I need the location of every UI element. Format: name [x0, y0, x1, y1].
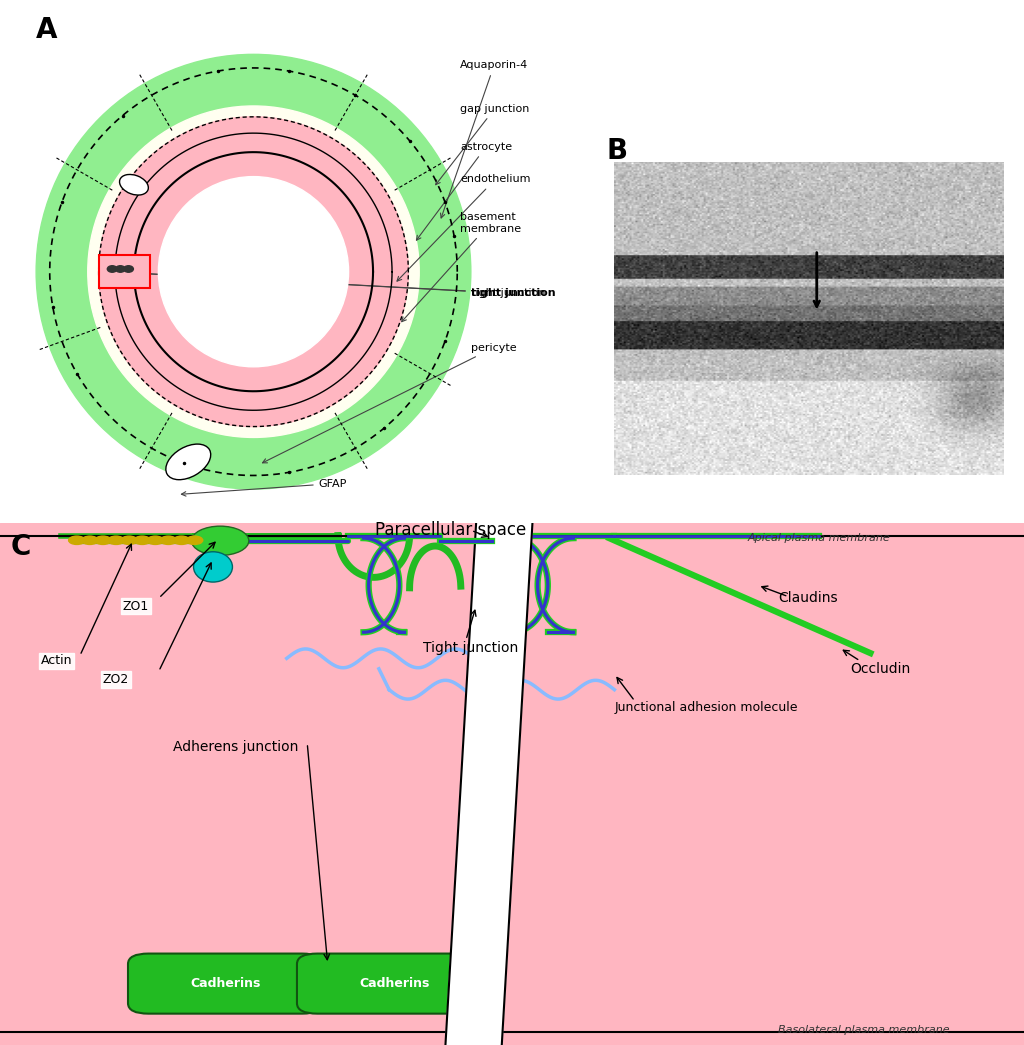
Text: Adherens junction: Adherens junction: [173, 740, 298, 754]
Ellipse shape: [120, 175, 148, 195]
Text: Cadherins: Cadherins: [190, 977, 260, 990]
Ellipse shape: [108, 265, 117, 273]
Circle shape: [134, 536, 151, 544]
Text: Actin: Actin: [41, 654, 73, 668]
Ellipse shape: [194, 552, 232, 582]
Ellipse shape: [166, 444, 211, 480]
Text: Claudins: Claudins: [778, 591, 838, 605]
Text: endothelium: endothelium: [397, 175, 530, 281]
Circle shape: [95, 536, 112, 544]
Circle shape: [160, 536, 176, 544]
Text: Paracellular space: Paracellular space: [375, 521, 526, 539]
Circle shape: [159, 177, 348, 367]
Text: ZO2: ZO2: [102, 673, 129, 686]
Text: tight junction: tight junction: [114, 270, 555, 299]
Text: pericyte: pericyte: [262, 343, 516, 463]
Text: Aquaporin-4: Aquaporin-4: [440, 61, 528, 218]
Text: basement
membrane: basement membrane: [401, 212, 521, 322]
Text: Cadherins: Cadherins: [359, 977, 429, 990]
Ellipse shape: [124, 265, 133, 273]
FancyBboxPatch shape: [297, 953, 492, 1014]
Circle shape: [108, 536, 124, 544]
Text: gap junction: gap junction: [435, 103, 529, 185]
Text: astrocyte: astrocyte: [417, 142, 512, 240]
Text: Apical plasma membrane: Apical plasma membrane: [748, 533, 890, 543]
Ellipse shape: [116, 265, 125, 273]
Circle shape: [98, 117, 409, 426]
Text: A: A: [36, 17, 57, 44]
Polygon shape: [445, 522, 532, 1045]
Text: Basolateral plasma membrane: Basolateral plasma membrane: [778, 1025, 950, 1036]
Circle shape: [121, 536, 137, 544]
Circle shape: [69, 536, 85, 544]
Circle shape: [191, 527, 249, 556]
Text: Occludin: Occludin: [850, 661, 910, 676]
Text: Tight junction: Tight junction: [423, 641, 519, 655]
Text: Junctional adhesion molecule: Junctional adhesion molecule: [614, 701, 798, 715]
Circle shape: [147, 536, 164, 544]
Bar: [98, 255, 151, 288]
Circle shape: [186, 536, 203, 544]
Circle shape: [88, 106, 419, 438]
Text: C: C: [10, 533, 31, 561]
FancyBboxPatch shape: [128, 953, 323, 1014]
Text: B: B: [606, 137, 628, 165]
Text: ZO1: ZO1: [123, 600, 150, 612]
Circle shape: [173, 536, 189, 544]
Circle shape: [36, 54, 471, 489]
Text: tight junction: tight junction: [114, 270, 546, 299]
Circle shape: [82, 536, 98, 544]
Text: GFAP: GFAP: [181, 479, 347, 496]
